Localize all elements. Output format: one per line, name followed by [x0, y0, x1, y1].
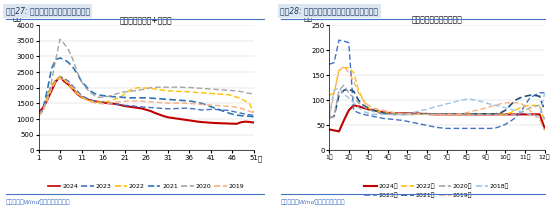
Text: 万吨: 万吨 — [304, 14, 312, 23]
Text: 资料来源：Wind，国盛证券研究所: 资料来源：Wind，国盛证券研究所 — [6, 199, 70, 205]
Legend: 2024, 2023, 2022, 2021, 2020, 2019: 2024, 2023, 2022, 2021, 2020, 2019 — [45, 181, 247, 192]
Text: 周: 周 — [258, 155, 262, 162]
Text: 图表27: 近半月钢材库存环比延续去库: 图表27: 近半月钢材库存环比延续去库 — [6, 6, 90, 15]
Title: 钢材库存（厂库+社库）: 钢材库存（厂库+社库） — [120, 15, 173, 24]
Text: 图表28: 近半月电解铝库存环比养度明显回落: 图表28: 近半月电解铝库存环比养度明显回落 — [280, 6, 378, 15]
Title: 中国库存：电解铝：合计: 中国库存：电解铝：合计 — [411, 15, 463, 24]
Text: 资料来源：Wind，国盛证券研究所: 资料来源：Wind，国盛证券研究所 — [280, 199, 345, 205]
Text: 万吨: 万吨 — [13, 14, 22, 23]
Legend: 2024年, 2023年, 2022年, 2021年, 2020年, 2019年, 2018年: 2024年, 2023年, 2022年, 2021年, 2020年, 2019年… — [362, 181, 512, 200]
